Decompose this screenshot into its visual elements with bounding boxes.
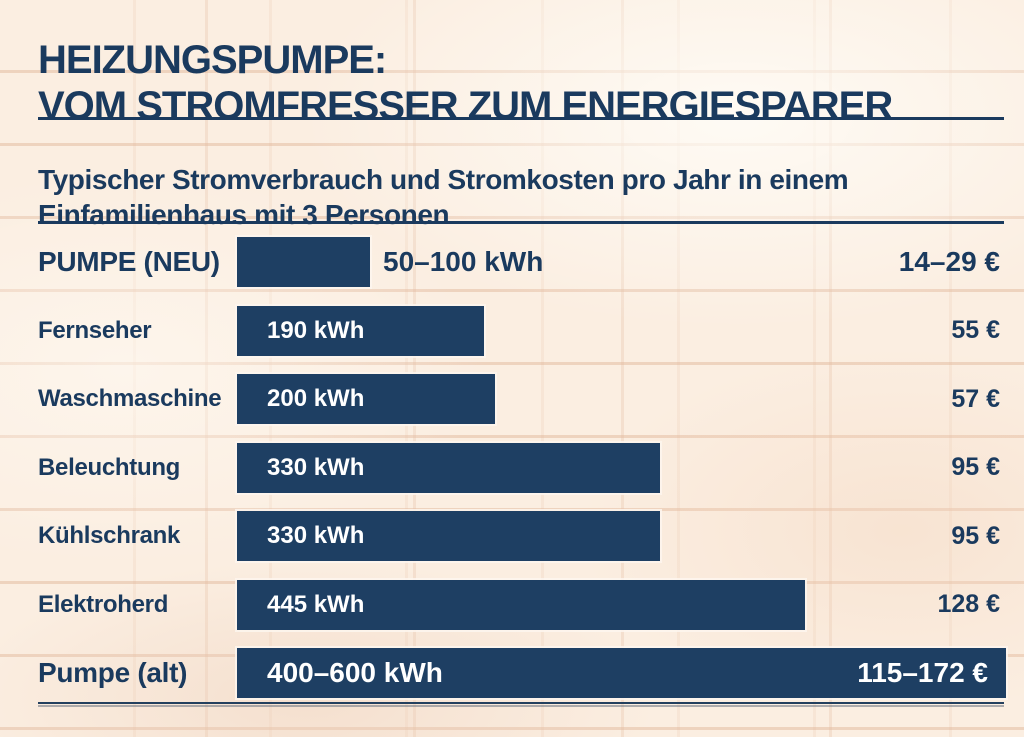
- row-label: PUMPE (NEU): [38, 246, 220, 277]
- consumption-bar: 200 kWh: [237, 374, 495, 424]
- page-title: HEIZUNGSPUMPE: VOM STROMFRESSER ZUM ENER…: [38, 37, 893, 129]
- chart-row: PUMPE (NEU) 50–100 kWh 14–29 €: [38, 237, 1004, 287]
- row-label: Waschmaschine: [38, 385, 222, 412]
- cost-value: 115–172 €: [857, 657, 988, 688]
- row-label: Beleuchtung: [38, 453, 181, 481]
- chart-row: Waschmaschine 200 kWh 57 €: [38, 374, 1004, 424]
- chart-subtitle: Typischer Stromverbrauch und Stromkosten…: [38, 162, 849, 232]
- cost-value: 14–29 €: [898, 246, 1000, 277]
- row-label: Fernseher: [38, 316, 152, 344]
- cost-value: 57 €: [951, 384, 1000, 413]
- consumption-bar: [237, 237, 370, 287]
- chart-row: Kühlschrank 330 kWh 95 €: [38, 511, 1004, 561]
- row-label: Kühlschrank: [38, 522, 181, 549]
- bar-chart: PUMPE (NEU) 50–100 kWh 14–29 € Fernseher…: [38, 237, 1006, 717]
- cost-value: 128 €: [937, 590, 1000, 618]
- consumption-value: 445 kWh: [267, 590, 365, 618]
- title-line-1: HEIZUNGSPUMPE:: [38, 37, 387, 82]
- divider-under-subtitle: [38, 221, 1004, 224]
- consumption-value: 200 kWh: [267, 385, 365, 412]
- consumption-value: 190 kWh: [267, 316, 365, 344]
- row-label: Elektroherd: [38, 590, 169, 618]
- row-label: Pumpe (alt): [38, 657, 188, 688]
- consumption-bar: 445 kWh: [237, 579, 805, 630]
- cost-value: 95 €: [951, 453, 1000, 481]
- chart-row: Fernseher 190 kWh 55 €: [38, 305, 1004, 356]
- divider-under-title: [38, 117, 1004, 120]
- consumption-bar: 190 kWh: [237, 305, 484, 356]
- chart-row: Beleuchtung 330 kWh 95 €: [38, 442, 1004, 493]
- cost-value: 95 €: [951, 521, 1000, 550]
- divider-bottom: [38, 702, 1004, 707]
- consumption-value: 50–100 kWh: [383, 246, 544, 277]
- chart-row: Elektroherd 445 kWh 128 €: [38, 579, 1004, 630]
- subtitle-line-1: Typischer Stromverbrauch und Stromkosten…: [38, 164, 849, 195]
- consumption-bar: 400–600 kWh 115–172 €: [237, 648, 1006, 698]
- cost-value: 55 €: [951, 316, 1000, 344]
- subtitle-line-2: Einfamilienhaus mit 3 Personen: [38, 199, 450, 230]
- consumption-value: 330 kWh: [267, 453, 365, 481]
- title-line-2: VOM STROMFRESSER ZUM ENERGIESPARER: [38, 83, 893, 128]
- consumption-value: 400–600 kWh: [267, 657, 443, 688]
- consumption-bar: 330 kWh: [237, 442, 660, 493]
- chart-row: Pumpe (alt) 400–600 kWh 115–172 €: [38, 648, 1006, 698]
- consumption-value: 330 kWh: [267, 522, 365, 549]
- consumption-bar: 330 kWh: [237, 511, 660, 561]
